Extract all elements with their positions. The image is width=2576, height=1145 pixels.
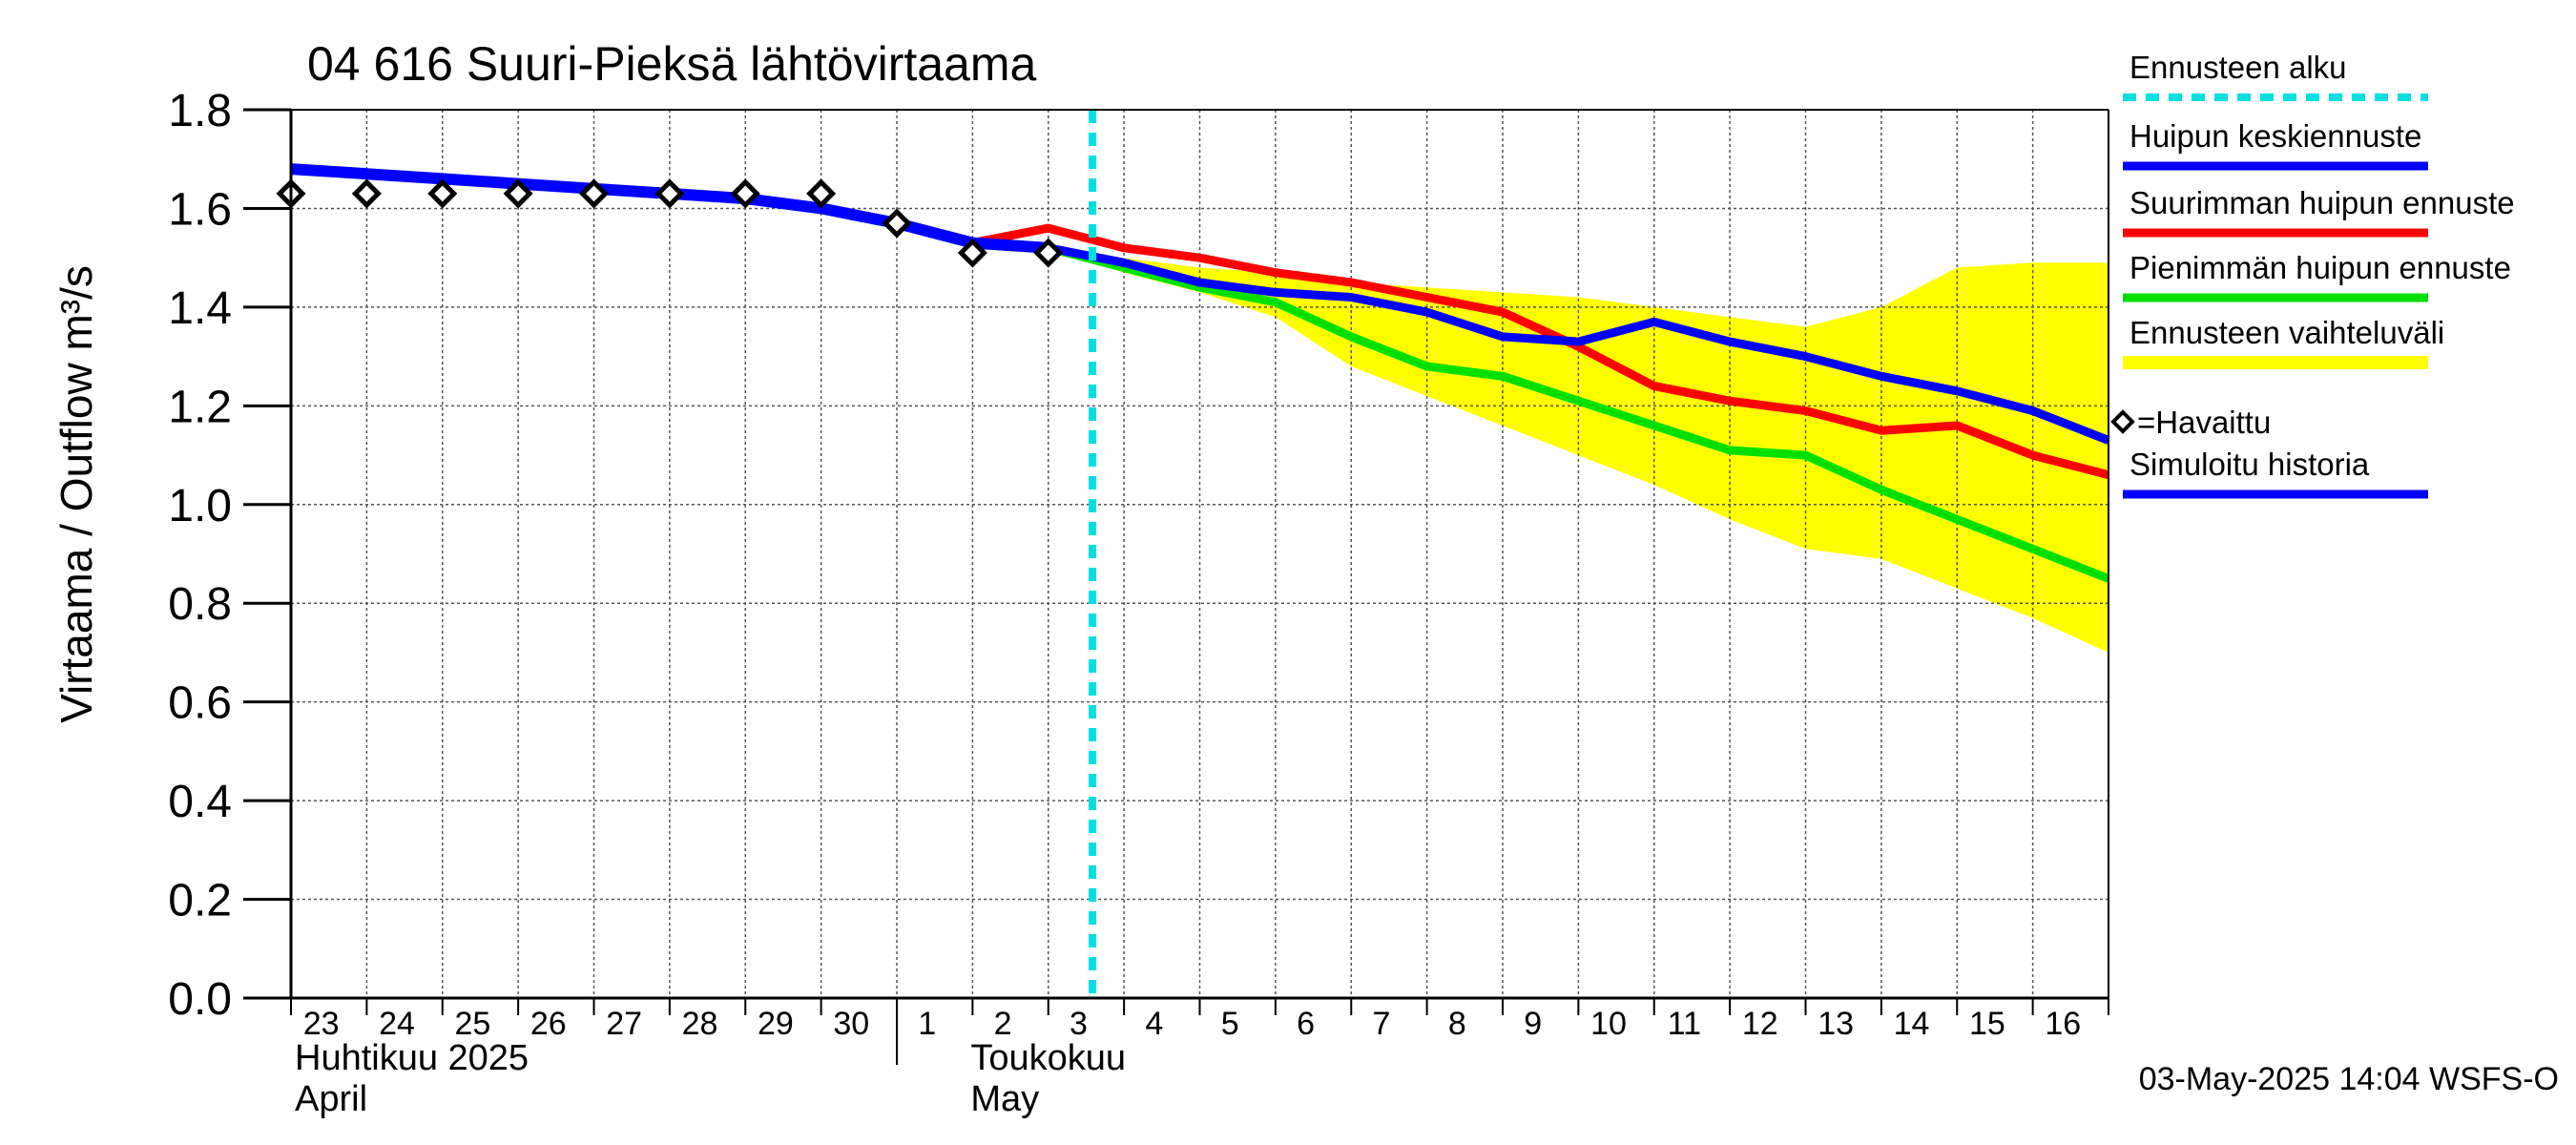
observed-marker xyxy=(1033,238,1064,268)
observed-marker xyxy=(730,178,760,209)
month-label-fi: Toukokuu xyxy=(970,1038,1126,1078)
x-tick-label: 11 xyxy=(1668,1006,1701,1042)
x-tick-label: 4 xyxy=(1145,1006,1163,1042)
legend-marker-observed xyxy=(2110,409,2135,434)
legend-label: Simuloitu historia xyxy=(2129,447,2370,482)
month-label-en: May xyxy=(970,1079,1039,1119)
observed-marker xyxy=(578,178,610,209)
series-huipun-keskiennuste xyxy=(1047,243,2110,445)
grid-layer xyxy=(291,109,2109,999)
footer-timestamp: 03-May-2025 14:04 WSFS-O xyxy=(2139,1061,2559,1097)
x-tick-label: 24 xyxy=(379,1006,415,1042)
x-tick-label: 26 xyxy=(530,1006,567,1042)
x-tick-label: 27 xyxy=(606,1006,642,1042)
x-tick-label: 2 xyxy=(994,1006,1012,1042)
y-tick-label: 0.4 xyxy=(168,777,232,827)
y-tick-label: 0.0 xyxy=(168,974,232,1025)
x-tick-label: 16 xyxy=(2045,1006,2081,1042)
x-tick-label: 8 xyxy=(1448,1006,1466,1042)
axes-layer: 0.00.20.40.60.81.01.21.41.61.823 24 25 26 27… xyxy=(168,86,2109,1119)
observed-marker xyxy=(654,178,685,209)
observed-marker xyxy=(427,178,458,209)
x-tick-label: 25 xyxy=(455,1006,491,1042)
x-tick-label: 23 xyxy=(303,1006,340,1042)
y-tick-label: 1.4 xyxy=(168,283,232,334)
series-pienimm-n-huipun-ennuste xyxy=(1047,243,2110,583)
series-layer xyxy=(290,110,2110,998)
x-tick-label: 6 xyxy=(1297,1006,1315,1042)
observed-marker xyxy=(882,208,912,239)
observed-marker xyxy=(806,178,837,209)
x-tick-label: 12 xyxy=(1742,1006,1778,1042)
chart-title: 04 616 Suuri-Pieksä lähtövirtaama xyxy=(307,37,1036,91)
x-tick-label: 10 xyxy=(1590,1006,1627,1042)
x-tick-label: 13 xyxy=(1818,1006,1854,1042)
y-axis-label: Virtaama / Outflow m³/s xyxy=(52,265,101,723)
observed-marker xyxy=(351,178,382,209)
legend-label: Ennusteen alku xyxy=(2129,50,2347,85)
observed-marker xyxy=(957,238,987,268)
y-tick-label: 1.2 xyxy=(168,382,232,432)
x-tick-label: 14 xyxy=(1894,1006,1930,1042)
x-tick-label: 15 xyxy=(1969,1006,2005,1042)
observed-marker xyxy=(503,178,533,209)
y-tick-label: 1.6 xyxy=(168,184,232,235)
observed-marker-layer xyxy=(276,178,1064,268)
x-tick-label: 29 xyxy=(758,1006,794,1042)
y-tick-label: 1.8 xyxy=(168,86,232,136)
x-tick-label: 5 xyxy=(1221,1006,1239,1042)
x-tick-label: 3 xyxy=(1070,1006,1088,1042)
month-label-en: April xyxy=(295,1079,367,1119)
legend-label: Huipun keskiennuste xyxy=(2129,118,2421,154)
legend-label: =Havaittu xyxy=(2137,405,2271,440)
x-tick-label: 30 xyxy=(833,1006,869,1042)
x-tick-label: 1 xyxy=(918,1006,936,1042)
legend-label: Ennusteen vaihteluväli xyxy=(2129,315,2444,350)
x-tick-label: 9 xyxy=(1524,1006,1542,1042)
y-tick-label: 0.8 xyxy=(168,579,232,630)
legend: Ennusteen alku Huipun keskiennuste Suurimm… xyxy=(2110,50,2515,499)
month-label-fi: Huhtikuu 2025 xyxy=(295,1038,529,1078)
y-tick-label: 0.2 xyxy=(168,876,232,926)
legend-label: Pienimmän huipun ennuste xyxy=(2129,250,2511,285)
legend-label: Suurimman huipun ennuste xyxy=(2129,185,2515,220)
series-suurimman-huipun-ennuste xyxy=(971,223,2110,480)
x-tick-label: 7 xyxy=(1372,1006,1390,1042)
y-tick-label: 0.6 xyxy=(168,678,232,729)
x-tick-label: 28 xyxy=(682,1006,718,1042)
y-tick-label: 1.0 xyxy=(168,481,232,531)
